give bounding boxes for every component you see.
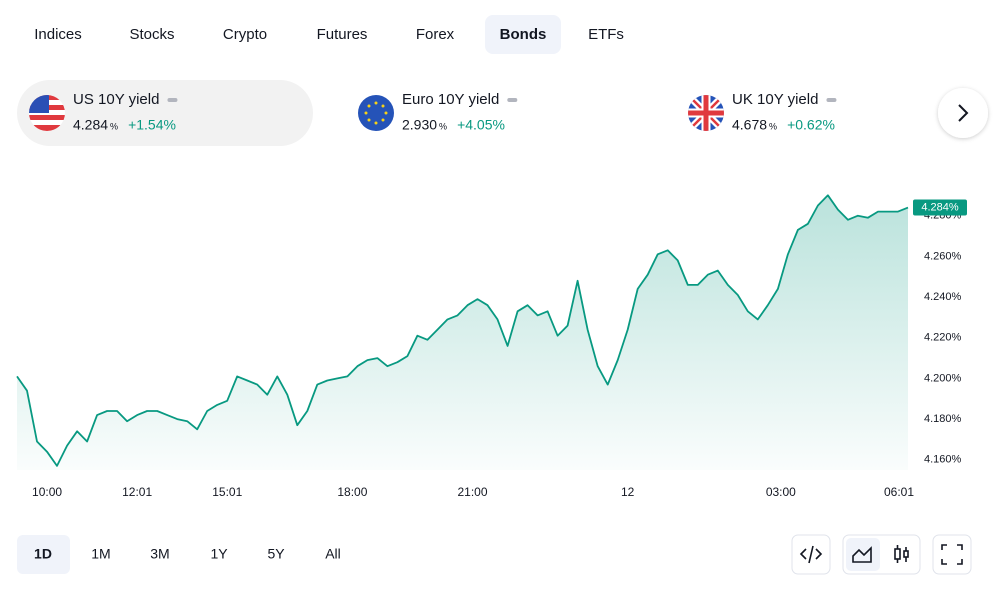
range-button[interactable]: 1Y [210,546,228,562]
ticker-card-active[interactable] [17,80,313,146]
fullscreen-icon [941,544,963,565]
ticker-name: UK 10Y yield [732,91,818,108]
tab[interactable]: Forex [416,26,455,43]
ticker-unit: % [439,121,447,131]
area [17,195,908,471]
ticker-unit: % [110,121,118,131]
ticker-unit: % [769,121,777,131]
range-button[interactable]: 1M [91,546,110,562]
ticker-name: US 10Y yield [73,91,159,108]
status-dash [826,98,837,102]
tab[interactable]: Futures [317,26,368,43]
x-tick-label: 12:01 [122,485,152,499]
range-button[interactable]: All [325,546,341,562]
x-tick-label: 06:01 [884,485,914,499]
tab[interactable]: Bonds [500,26,547,43]
eu-flag [358,95,394,131]
us-flag [29,95,65,131]
ticker-change: +0.62% [787,117,835,133]
x-tick-label: 18:00 [337,485,367,499]
y-tick-label: 4.260% [924,250,962,262]
x-tick-label: 12 [621,485,635,499]
y-tick-label: 4.160% [924,454,962,466]
ticker-value: 2.930 [402,117,437,133]
x-tick-label: 21:00 [457,485,487,499]
active-range-bg [17,535,70,574]
tab[interactable]: Stocks [129,26,174,43]
uk-flag [688,95,724,131]
tab[interactable]: Indices [34,26,82,43]
ticker-change: +1.54% [128,117,176,133]
y-tick-label: 4.240% [924,291,962,303]
last-value-badge [913,199,967,216]
x-tick-label: 03:00 [766,485,796,499]
ticker-name: Euro 10Y yield [402,91,499,108]
y-tick-label: 4.200% [924,372,962,384]
fullscreen-button[interactable] [932,534,972,575]
area-icon [852,546,872,563]
next-icon [958,104,969,122]
ticker-value: 4.678 [732,117,767,133]
active-tab-bg [485,15,561,54]
y-tick-label: 4.220% [924,332,962,344]
line [16,194,909,467]
x-tick-label: 10:00 [32,485,62,499]
y-tick-label: 4.180% [924,413,962,425]
embed-icon [799,545,823,564]
x-tick-label: 15:01 [212,485,242,499]
status-dash [167,98,178,102]
tab[interactable]: ETFs [588,26,624,43]
ticker-value: 4.284 [73,117,108,133]
range-button[interactable]: 1D [34,546,52,562]
next-button[interactable] [938,88,988,138]
range-button[interactable]: 3M [150,546,169,562]
last-value-label: 4.284% [921,201,959,213]
ticker-change: +4.05% [457,117,505,133]
range-button[interactable]: 5Y [267,546,285,562]
status-dash [507,98,518,102]
candle-button[interactable] [894,545,909,563]
tab[interactable]: Crypto [223,26,267,43]
